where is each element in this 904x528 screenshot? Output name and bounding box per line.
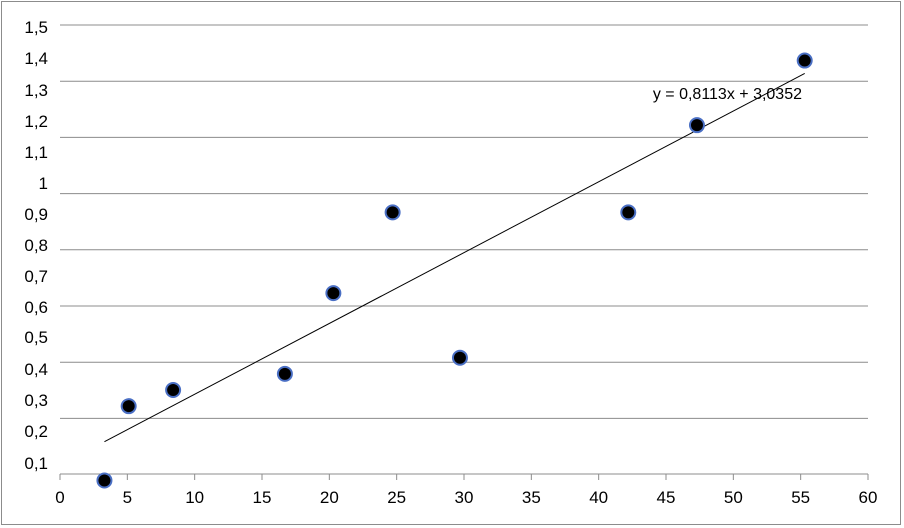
y-tick-label: 0,8: [24, 236, 48, 255]
trendline: [104, 73, 805, 443]
y-tick-label: 1,2: [24, 112, 48, 131]
x-tick-label: 5: [123, 488, 132, 507]
x-tick-label: 10: [185, 488, 204, 507]
data-point: [688, 117, 705, 134]
x-axis-tick-labels: 0 5 10 15 20 25 30 35 40 45 50 55 60: [55, 488, 877, 507]
y-tick-label: 0,1: [24, 454, 48, 473]
y-tick-label: 1,5: [24, 18, 48, 37]
data-points: [96, 52, 813, 489]
x-tick-label: 35: [522, 488, 541, 507]
data-point: [120, 398, 137, 415]
y-tick-label: 0,9: [24, 205, 48, 224]
x-axis: [59, 473, 869, 480]
y-axis-tick-labels: 0,1 0,2 0,3 0,4 0,5 0,6 0,7 0,8 0,9 1 1,1 1,2 1,3 1,4…: [24, 18, 48, 473]
x-tick-label: 30: [455, 488, 474, 507]
x-tick-label: 0: [55, 488, 64, 507]
data-point: [325, 285, 342, 302]
data-point: [451, 349, 468, 366]
y-tick-label: 1: [39, 174, 48, 193]
x-tick-label: 45: [657, 488, 676, 507]
x-tick-label: 20: [320, 488, 339, 507]
data-point: [276, 365, 293, 382]
y-tick-label: 0,2: [24, 422, 48, 441]
y-tick-label: 0,4: [24, 360, 48, 379]
data-point: [620, 204, 637, 221]
trendline-equation: y = 0,8113x + 3,0352: [653, 86, 802, 103]
x-tick-label: 60: [859, 488, 878, 507]
x-tick-label: 55: [791, 488, 810, 507]
y-tick-label: 1,3: [24, 81, 48, 100]
y-tick-label: 0,3: [24, 391, 48, 410]
x-tick-label: 50: [724, 488, 743, 507]
y-tick-label: 1,4: [24, 49, 48, 68]
y-tick-label: 0,6: [24, 298, 48, 317]
x-tick-label: 40: [589, 488, 608, 507]
data-point: [165, 382, 182, 399]
y-tick-label: 1,1: [24, 143, 48, 162]
x-tick-label: 15: [253, 488, 272, 507]
y-tick-label: 0,5: [24, 328, 48, 347]
y-tick-label: 0,7: [24, 267, 48, 286]
data-point: [384, 204, 401, 221]
gridlines: [60, 24, 868, 419]
x-tick-label: 25: [387, 488, 406, 507]
data-point: [796, 52, 813, 69]
data-point: [96, 472, 113, 489]
